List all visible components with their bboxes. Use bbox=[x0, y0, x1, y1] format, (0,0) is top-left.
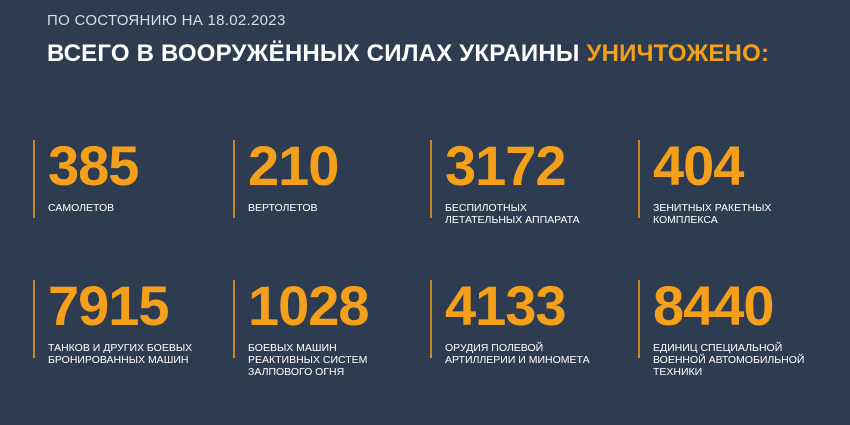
label-line: ЗЕНИТНЫХ РАКЕТНЫХ bbox=[653, 202, 772, 214]
stat-item: 3172 БЕСПИЛОТНЫХ ЛЕТАТЕЛЬНЫХ АППАРАТА bbox=[430, 136, 620, 230]
stat-value: 404 bbox=[653, 134, 744, 197]
stat-label: БОЕВЫХ МАШИН РЕАКТИВНЫХ СИСТЕМ ЗАЛПОВОГО О… bbox=[248, 342, 367, 378]
label-line: ВЕРТОЛЕТОВ bbox=[248, 202, 318, 214]
date-line: ПО СОСТОЯНИЮ НА 18.02.2023 bbox=[47, 12, 286, 29]
label-line: ЗАЛПОВОГО ОГНЯ bbox=[248, 366, 345, 378]
stat-label: САМОЛЕТОВ bbox=[48, 202, 114, 214]
stat-label: БЕСПИЛОТНЫХ ЛЕТАТЕЛЬНЫХ АППАРАТА bbox=[445, 202, 580, 226]
stat-item: 4133 ОРУДИЯ ПОЛЕВОЙ АРТИЛЛЕРИИ И МИНОМЕТА bbox=[430, 276, 620, 370]
accent-line bbox=[430, 280, 432, 358]
title-main: ВСЕГО В ВООРУЖЁННЫХ СИЛАХ УКРАИНЫ bbox=[47, 40, 580, 67]
accent-line bbox=[33, 280, 35, 358]
stat-value: 210 bbox=[248, 134, 339, 197]
label-line: САМОЛЕТОВ bbox=[48, 202, 115, 214]
stat-value: 385 bbox=[48, 134, 139, 197]
stat-item: 404 ЗЕНИТНЫХ РАКЕТНЫХ КОМПЛЕКСА bbox=[638, 136, 828, 230]
stat-item: 8440 ЕДИНИЦ СПЕЦИАЛЬНОЙ ВОЕННОЙ АВТОМОБИЛЬ… bbox=[638, 276, 828, 378]
stat-item: 385 САМОЛЕТОВ bbox=[33, 136, 223, 230]
stat-label: ВЕРТОЛЕТОВ bbox=[248, 202, 318, 214]
label-line: БЕСПИЛОТНЫХ bbox=[445, 202, 527, 214]
label-line: ОРУДИЯ ПОЛЕВОЙ bbox=[445, 342, 544, 354]
accent-line bbox=[33, 140, 35, 218]
accent-line bbox=[233, 140, 235, 218]
title: ВСЕГО В ВООРУЖЁННЫХ СИЛАХ УКРАИНЫ УНИЧТО… bbox=[47, 40, 769, 68]
title-highlight: УНИЧТОЖЕНО: bbox=[586, 40, 770, 67]
label-line: КОМПЛЕКСА bbox=[653, 214, 718, 226]
label-line: ВОЕННОЙ АВТОМОБИЛЬНОЙ bbox=[653, 354, 805, 366]
stat-value: 7915 bbox=[48, 274, 170, 337]
stat-label: ЗЕНИТНЫХ РАКЕТНЫХ КОМПЛЕКСА bbox=[653, 202, 771, 226]
stat-label: ОРУДИЯ ПОЛЕВОЙ АРТИЛЛЕРИИ И МИНОМЕТА bbox=[445, 342, 590, 366]
label-line: ЕДИНИЦ СПЕЦИАЛЬНОЙ bbox=[653, 342, 783, 354]
label-line: АРТИЛЛЕРИИ И МИНОМЕТА bbox=[445, 354, 590, 366]
stat-value: 4133 bbox=[445, 274, 567, 337]
accent-line bbox=[638, 280, 640, 358]
stat-item: 210 ВЕРТОЛЕТОВ bbox=[233, 136, 423, 230]
stat-item: 7915 ТАНКОВ И ДРУГИХ БОЕВЫХ БРОНИРОВАННЫХ … bbox=[33, 276, 223, 370]
stat-label: ЕДИНИЦ СПЕЦИАЛЬНОЙ ВОЕННОЙ АВТОМОБИЛЬНОЙ Т… bbox=[653, 342, 804, 378]
label-line: РЕАКТИВНЫХ СИСТЕМ bbox=[248, 354, 368, 366]
label-line: ТАНКОВ И ДРУГИХ БОЕВЫХ bbox=[48, 342, 193, 354]
stat-value: 3172 bbox=[445, 134, 567, 197]
stat-value: 8440 bbox=[653, 274, 775, 337]
stat-label: ТАНКОВ И ДРУГИХ БОЕВЫХ БРОНИРОВАННЫХ МАШИ… bbox=[48, 342, 192, 366]
stat-value: 1028 bbox=[248, 274, 370, 337]
label-line: ТЕХНИКИ bbox=[653, 366, 703, 378]
accent-line bbox=[430, 140, 432, 218]
label-line: БРОНИРОВАННЫХ МАШИН bbox=[48, 354, 189, 366]
label-line: БОЕВЫХ МАШИН bbox=[248, 342, 337, 354]
accent-line bbox=[638, 140, 640, 218]
label-line: ЛЕТАТЕЛЬНЫХ АППАРАТА bbox=[445, 214, 580, 226]
stat-item: 1028 БОЕВЫХ МАШИН РЕАКТИВНЫХ СИСТЕМ ЗАЛПОВО… bbox=[233, 276, 423, 378]
accent-line bbox=[233, 280, 235, 358]
